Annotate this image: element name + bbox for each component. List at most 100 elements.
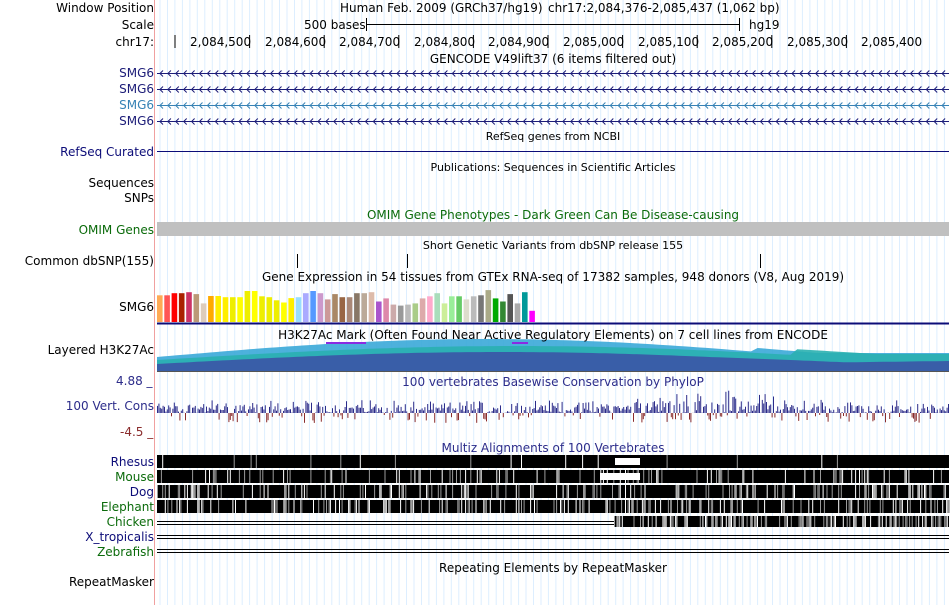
conservation-positive-bar: [255, 412, 256, 413]
alignment-gap: [410, 470, 412, 483]
gencode-item-label[interactable]: SMG6: [119, 114, 154, 128]
alignment-gap: [313, 500, 314, 513]
conservation-positive-bar: [339, 409, 340, 413]
base-position-ruler[interactable]: [174, 18, 847, 48]
gencode-item-label[interactable]: SMG6: [119, 66, 154, 80]
conservation-positive-bar: [521, 405, 522, 413]
scale-bar-text: 500 bases: [304, 18, 366, 32]
species-label-dog[interactable]: Dog: [129, 485, 154, 499]
alignment-gap: [210, 500, 212, 513]
alignment-gap: [892, 500, 894, 513]
alignment-gap: [385, 500, 387, 513]
conservation-negative-bar: [848, 413, 850, 422]
alignment-gap: [207, 485, 209, 498]
conservation-positive-bar: [780, 409, 781, 413]
conservation-negative-bar: [519, 413, 521, 416]
multiz-track[interactable]: [157, 455, 950, 553]
conservation-positive-bar: [595, 411, 597, 413]
conservation-positive-bar: [799, 410, 801, 413]
species-label-mouse[interactable]: Mouse: [115, 470, 154, 484]
conservation-positive-bar: [479, 401, 480, 413]
dbsnp-track[interactable]: [297, 254, 761, 268]
omim-gene-bar[interactable]: [157, 222, 949, 236]
conservation-positive-bar: [880, 406, 882, 413]
alignment-gap: [384, 500, 386, 513]
conservation-positive-bar: [764, 394, 766, 413]
alignment-gap: [617, 516, 619, 527]
alignment-gap: [466, 485, 468, 498]
alignment-gap: [644, 500, 646, 513]
conservation-positive-bar: [542, 406, 543, 413]
conservation-negative-bar: [522, 413, 524, 416]
conservation-negative-bar: [712, 413, 714, 416]
conservation-positive-bar: [822, 402, 823, 413]
conservation-label[interactable]: 100 Vert. Cons: [65, 399, 154, 413]
repeatmasker-label[interactable]: RepeatMasker: [68, 575, 154, 589]
alignment-gap: [245, 500, 247, 513]
conservation-positive-bar: [894, 406, 896, 413]
gencode-item-label[interactable]: SMG6: [119, 82, 154, 96]
alignment-gap: [192, 485, 194, 498]
alignment-gap: [686, 485, 688, 498]
alignment-gap: [588, 500, 590, 513]
omim-label[interactable]: OMIM Genes: [78, 223, 154, 237]
conservation-positive-bar: [269, 406, 270, 413]
species-label-chicken[interactable]: Chicken: [106, 515, 154, 529]
conservation-positive-bar: [288, 409, 290, 413]
conservation-positive-bar: [364, 411, 366, 413]
snps-label[interactable]: SNPs: [124, 191, 154, 205]
alignment-break: [615, 458, 640, 465]
dbsnp-label[interactable]: Common dbSNP(155): [24, 254, 154, 268]
alignment-gap: [657, 470, 659, 483]
gencode-item-label[interactable]: SMG6: [119, 98, 154, 112]
publications-label[interactable]: Sequences: [88, 176, 154, 190]
alignment-gap: [244, 470, 246, 483]
conservation-negative-bar: [171, 413, 172, 417]
conservation-positive-bar: [663, 407, 665, 413]
alignment-gap: [198, 485, 200, 498]
alignment-gap: [912, 485, 914, 498]
conservation-positive-bar: [369, 400, 371, 413]
alignment-gap: [715, 516, 717, 527]
conservation-positive-bar: [495, 409, 497, 413]
gtex-track[interactable]: [157, 290, 535, 322]
conservation-track[interactable]: [157, 390, 949, 423]
conservation-positive-bar: [280, 409, 282, 413]
alignment-gap: [560, 500, 561, 513]
alignment-gap: [764, 500, 766, 513]
alignment-gap: [186, 485, 188, 498]
conservation-positive-bar: [831, 412, 833, 413]
alignment-gap: [561, 500, 563, 513]
conservation-positive-bar: [593, 412, 595, 413]
conservation-negative-bar: [690, 413, 692, 423]
gtex-label[interactable]: SMG6: [119, 300, 154, 314]
species-label-zebrafish[interactable]: Zebrafish: [97, 545, 154, 559]
conservation-positive-bar: [448, 406, 450, 413]
alignment-gap: [752, 485, 754, 498]
alignment-gap: [465, 500, 467, 513]
conservation-negative-bar: [572, 413, 574, 416]
conservation-positive-bar: [550, 411, 552, 413]
alignment-gap: [405, 500, 407, 513]
h3k27ac-track[interactable]: [157, 339, 949, 372]
scale-db-text: hg19: [749, 18, 780, 32]
species-label-elephant[interactable]: Elephant: [100, 500, 154, 514]
refseq-label[interactable]: RefSeq Curated: [60, 145, 154, 159]
species-label-rhesus[interactable]: Rhesus: [110, 455, 154, 469]
tissue-bar: [295, 297, 302, 322]
species-label-x-tropicalis[interactable]: X_tropicalis: [85, 530, 154, 544]
alignment-gap: [719, 500, 721, 513]
alignment-gap: [496, 485, 498, 498]
h3k27ac-label[interactable]: Layered H3K27Ac: [47, 343, 154, 357]
gencode-track[interactable]: [157, 70, 949, 125]
conservation-negative-bar: [719, 413, 721, 417]
conservation-negative-bar: [228, 413, 230, 423]
signal-peak-marker: [326, 342, 366, 344]
alignment-gap: [197, 500, 199, 513]
conservation-positive-bar: [638, 408, 640, 413]
alignment-gap: [905, 470, 907, 483]
conservation-positive-bar: [336, 411, 338, 413]
conservation-negative-bar: [781, 413, 783, 421]
